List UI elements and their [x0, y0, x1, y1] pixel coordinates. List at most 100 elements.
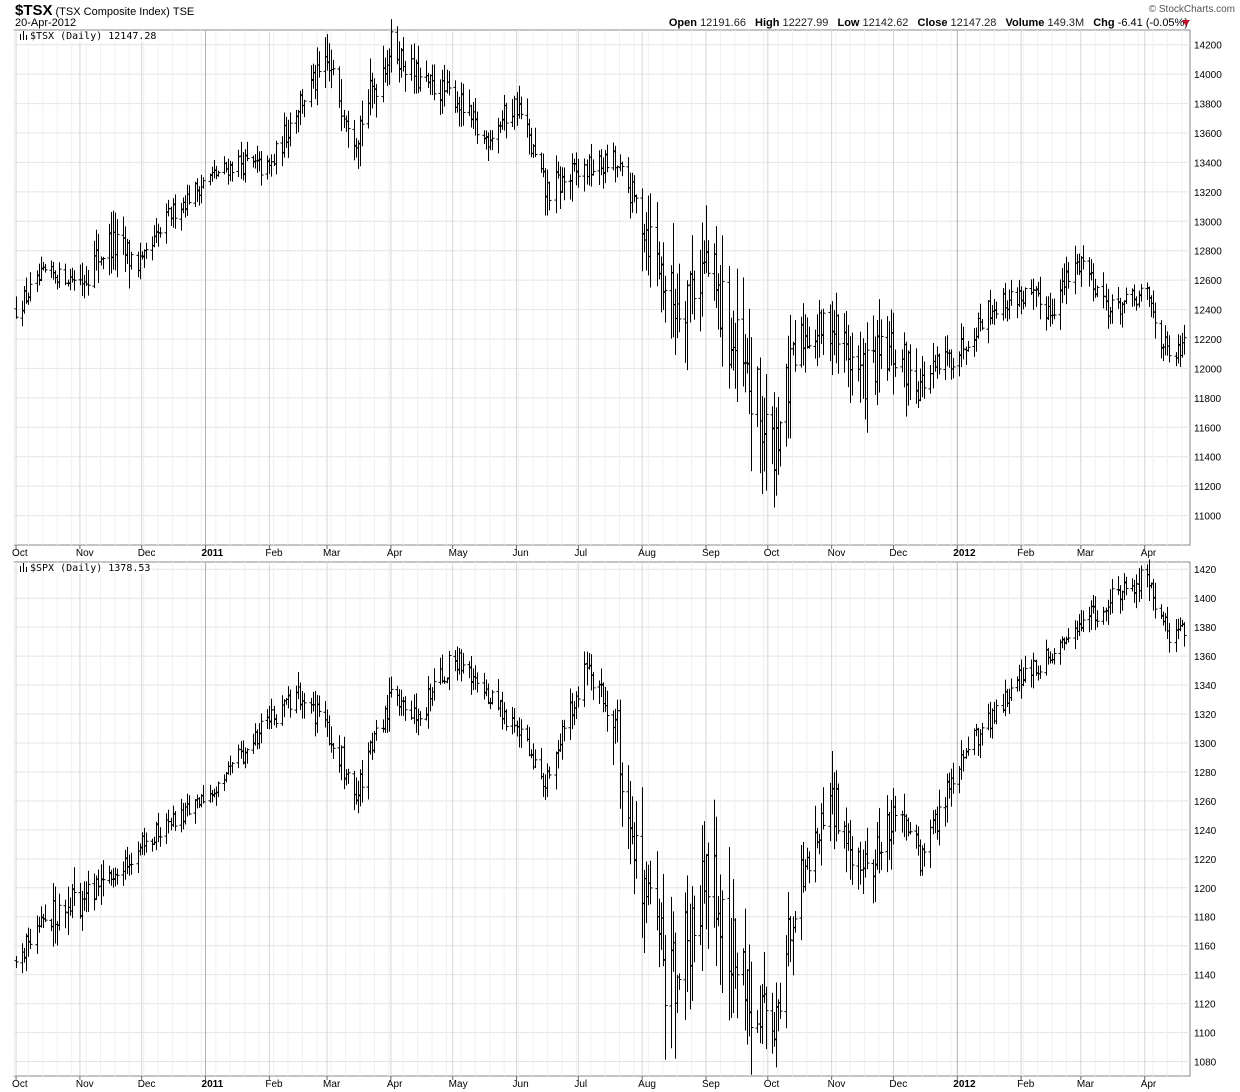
ohlc-bar: [793, 320, 798, 372]
ohlc-bar: [893, 795, 898, 832]
ohlc-bar: [43, 904, 48, 923]
change-value: -6.41 (-0.05%): [1117, 17, 1188, 29]
ohlc-bars-icon: [19, 31, 28, 40]
ohlc-bar: [836, 783, 841, 835]
x-tick-label: Nov: [76, 1079, 94, 1090]
ohlc-bar: [994, 699, 999, 725]
ohlc-bar: [86, 269, 91, 296]
ohlc-bar: [1095, 285, 1100, 298]
x-tick-label: Jun: [513, 548, 529, 559]
ohlc-bar: [648, 193, 653, 288]
y-tick-label: 12200: [1194, 335, 1222, 346]
x-tick-label: Sep: [702, 1079, 720, 1090]
ohlc-bar: [1066, 628, 1071, 643]
ohlc-bar: [836, 314, 841, 374]
ohlc-bar: [1182, 324, 1187, 355]
x-tick-label: Jul: [574, 1079, 587, 1090]
ohlc-bar: [403, 696, 408, 721]
tsx-legend: $TSX (Daily) 12147.28: [17, 31, 159, 42]
x-tick-label: Jun: [513, 1079, 529, 1090]
ohlc-bar: [72, 270, 77, 291]
x-tick-label: Oct: [764, 548, 780, 559]
y-tick-label: 1420: [1194, 565, 1217, 576]
y-tick-label: 1340: [1194, 681, 1217, 692]
ohlc-bar: [1009, 279, 1014, 306]
ohlc-bar: [302, 693, 307, 719]
y-tick-label: 13000: [1194, 217, 1222, 228]
ohlc-bar: [547, 766, 552, 779]
brand-watermark[interactable]: © StockCharts.com: [1148, 4, 1235, 15]
ohlc-bar: [634, 801, 639, 879]
ohlc-bar: [259, 151, 264, 186]
ohlc-bar: [562, 719, 567, 742]
ohlc-bar: [129, 251, 134, 270]
ohlc-bar: [43, 263, 48, 273]
ohlc-bar: [582, 651, 587, 707]
x-tick-label: 2011: [202, 548, 224, 559]
ohlc-bar: [1124, 576, 1129, 596]
quote-date: 20-Apr-2012: [15, 17, 77, 29]
ohlc-bar: [961, 749, 966, 772]
ohlc-bar: [706, 842, 711, 949]
ohlc-bar: [302, 99, 307, 118]
ohlc-bar: [461, 652, 466, 674]
ohlc-bar: [858, 331, 863, 403]
ohlc-bar: [850, 332, 855, 396]
y-tick-label: 12000: [1194, 364, 1222, 375]
symbol-title: $TSX (TSX Composite Index) TSE: [15, 2, 195, 19]
ohlc-bar: [778, 982, 783, 1019]
ohlc-bar: [1052, 298, 1057, 320]
ohlc-bar: [317, 51, 322, 78]
y-tick-label: 1180: [1194, 913, 1216, 924]
ohlc-bar: [749, 961, 754, 1075]
ohlc-bar: [961, 326, 966, 360]
ohlc-bar: [677, 263, 682, 333]
ohlc-bar: [403, 60, 408, 92]
x-tick-label: Nov: [828, 548, 846, 559]
y-tick-label: 1360: [1194, 652, 1217, 663]
change-label: Chg: [1093, 17, 1115, 29]
ohlc-bar: [980, 318, 985, 331]
plot-area: [13, 29, 1191, 546]
ohlc-bar: [442, 64, 447, 107]
ohlc-bar: [735, 268, 740, 402]
ohlc-bar: [144, 242, 149, 259]
x-tick-label: Feb: [265, 1079, 283, 1090]
ohlc-bar: [201, 177, 206, 189]
ohlc-bar: [216, 170, 221, 177]
ohlc-bar: [360, 100, 365, 147]
ohlc-bar: [663, 935, 668, 1060]
ohlc-bar: [374, 84, 379, 118]
ohlc-bar: [86, 870, 91, 912]
ohlc-bar: [648, 860, 653, 905]
ohlc-bar: [360, 760, 365, 803]
low-value: 12142.62: [862, 17, 909, 29]
ohlc-bar: [615, 165, 620, 178]
ohlc-bar: [764, 986, 769, 1050]
ohlc-bar: [490, 130, 495, 151]
ohlc-bar: [879, 842, 884, 871]
ohlc-bar: [245, 141, 250, 162]
y-tick-label: 12800: [1194, 247, 1222, 258]
ohlc-bar: [1167, 622, 1172, 653]
ohlc-bar: [865, 322, 870, 433]
ohlc-bar: [173, 194, 178, 229]
x-tick-label: Mar: [323, 548, 341, 559]
y-tick-label: 13600: [1194, 129, 1222, 140]
ohlc-bar: [1101, 606, 1106, 625]
ohlc-bar: [158, 227, 163, 238]
ohlc-bar: [591, 159, 596, 176]
y-tick-label: 11800: [1194, 394, 1222, 405]
ohlc-bar: [57, 893, 62, 931]
ohlc-bar: [893, 349, 898, 377]
ohlc-bar: [512, 708, 517, 733]
down-triangle-icon: [1182, 20, 1190, 26]
ohlc-bar: [158, 827, 163, 847]
y-tick-label: 11200: [1194, 482, 1222, 493]
chart-panel-1: 1080 1100 1120 1140 1160 1180 1200 1220 1240 1260…: [12, 559, 1217, 1090]
ohlc-bar: [504, 102, 509, 139]
chart-panel-0: 11000 11200 11400 11600 11800 12000 12200 12400…: [12, 19, 1222, 559]
x-tick-label: Mar: [323, 1079, 341, 1090]
x-tick-label: Apr: [1141, 548, 1157, 559]
